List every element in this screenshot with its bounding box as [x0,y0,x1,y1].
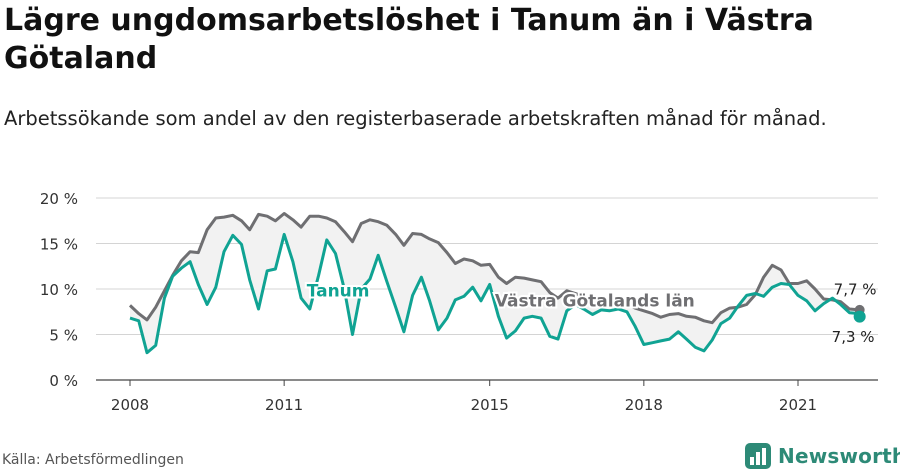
end-label-tanum: 7,3 % [832,328,875,346]
difference-fill [130,213,860,353]
end-label-vastra-gotaland: 7,7 % [834,280,877,298]
y-tick-label: 5 % [49,327,78,345]
x-tick-label: 2008 [111,396,149,414]
y-tick-label: 0 % [49,372,78,390]
chart-subtitle: Arbetssökande som andel av den registerb… [4,107,827,130]
brand-logo: Newsworthy [744,440,900,472]
series-labels: Tanum Västra Götalands län 7,7 % 7,3 % [305,279,877,346]
x-tick-label: 2018 [625,396,663,414]
source-note: Källa: Arbetsförmedlingen [2,452,184,468]
x-tick-label: 2015 [471,396,509,414]
series-label-tanum: Tanum [307,281,370,301]
x-tick-label: 2011 [265,396,303,414]
y-tick-label: 20 % [40,190,78,208]
difference-area [130,213,860,353]
x-tick-label: 2021 [779,396,817,414]
end-point-tanum [853,310,866,323]
brand-name: Newsworthy [778,444,900,468]
series-label-vastra-gotaland: Västra Götalands län [495,291,695,311]
chart-title: Lägre ungdomsarbetslöshet i Tanum än i V… [4,3,814,76]
series-line-tanum [129,232,860,355]
y-axis: 0 % 5 % 10 % 15 % 20 % [40,190,78,390]
newsworthy-logo-icon [745,443,771,469]
x-axis: 2008 2011 2015 2018 2021 [96,379,878,414]
series-lines [128,212,866,355]
line-chart: 0 %5 %10 %15 %20 % 2008 2011 2015 2018 2021 … [40,190,878,414]
y-tick-label: 15 % [40,236,78,254]
y-tick-label: 10 % [40,281,78,299]
